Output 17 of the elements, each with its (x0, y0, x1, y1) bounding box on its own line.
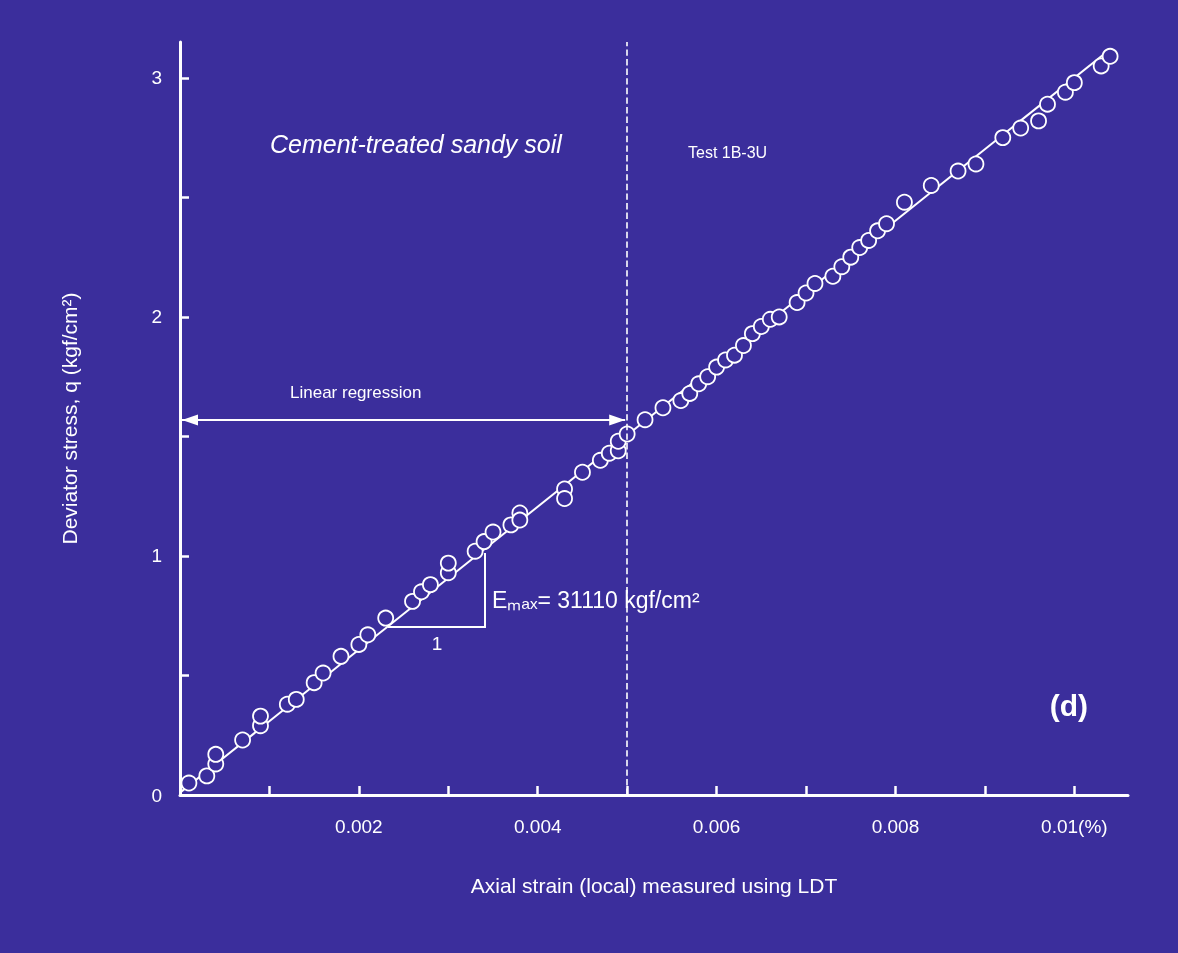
annotation: (d) (1049, 688, 1089, 722)
text: Test 1B-3U (688, 143, 768, 161)
text: Cement-treated sandy soil (270, 129, 564, 158)
x-tick-label: 0.004 (513, 816, 562, 837)
x-tick-label: 0.008 (871, 816, 920, 837)
y-axis-title: Deviator stress, q (kgf/cm²) (58, 292, 81, 545)
x-tick-label: 0.01(%) (1041, 816, 1108, 837)
x-axis-title: Axial strain (local) measured using LDT (470, 874, 838, 897)
annotation: 1 (431, 633, 443, 654)
annotation: Linear regression (290, 382, 422, 402)
y-tick-label: 0 (151, 784, 162, 806)
y-tick-label: 3 (151, 67, 162, 89)
x-tick-label: 0.006 (692, 816, 741, 837)
x-tick-label: 0.002 (335, 816, 383, 837)
y-tick-label: 2 (151, 306, 162, 328)
y-tick-label: 1 (151, 545, 162, 567)
annotation: Eₘₐₓ= 31110 kgf/cm² (492, 587, 700, 613)
